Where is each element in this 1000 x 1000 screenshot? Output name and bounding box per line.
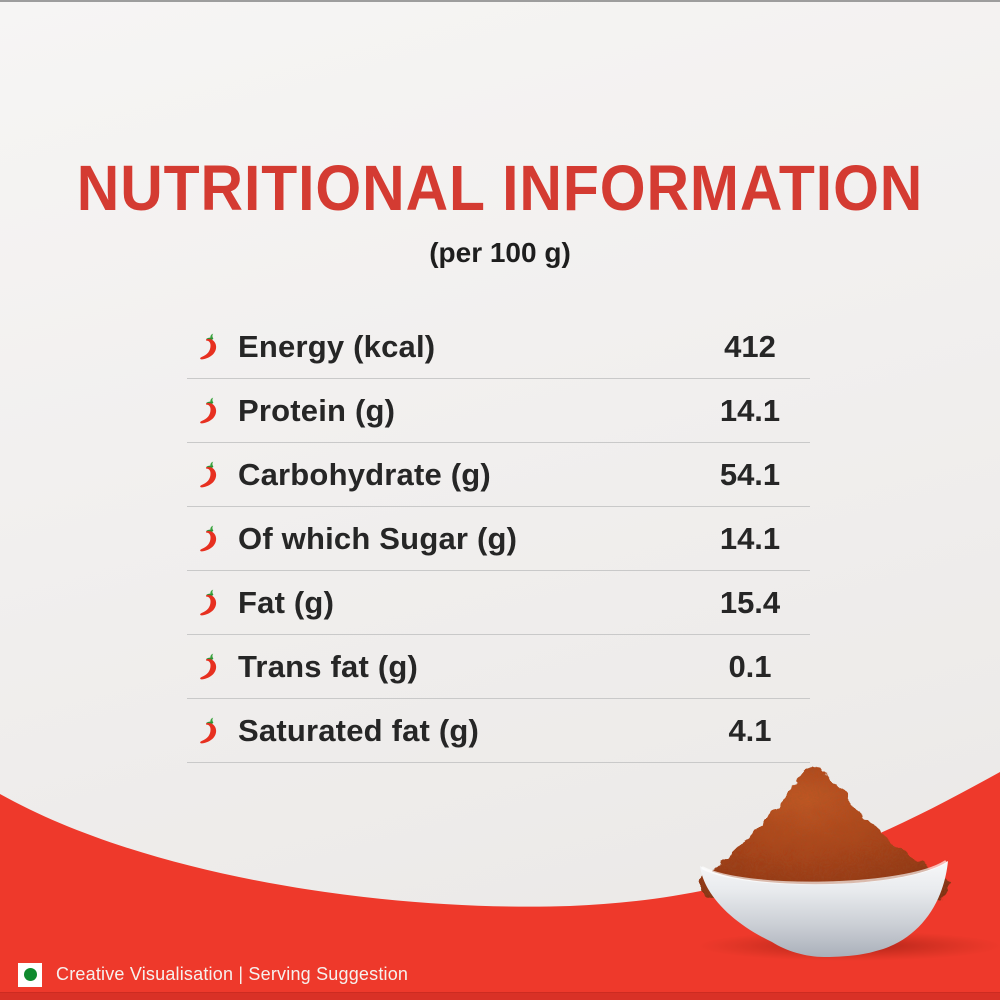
vegetarian-green-dot <box>23 968 37 981</box>
nutrient-value: 54.1 <box>719 456 781 492</box>
chili-pepper-icon <box>200 717 217 744</box>
nutrition-row: Energy (kcal) 412 <box>187 315 810 379</box>
chili-pepper-icon <box>200 397 217 424</box>
footer-bar: Creative Visualisation | Serving Suggest… <box>0 958 1000 1000</box>
footer-disclaimer: Creative Visualisation | Serving Suggest… <box>56 964 409 984</box>
nutrient-label: Energy (kcal) <box>238 328 436 364</box>
nutrient-label: Carbohydrate (g) <box>238 456 491 492</box>
nutrient-value: 412 <box>724 328 776 364</box>
chili-pepper-icon <box>200 589 217 616</box>
nutrient-value: 0.1 <box>728 648 772 684</box>
chili-pepper-icon <box>200 333 217 360</box>
nutrient-label: Trans fat (g) <box>238 648 419 684</box>
white-bowl <box>700 860 948 957</box>
nutrient-value: 15.4 <box>719 584 781 620</box>
nutrition-row: Saturated fat (g) 4.1 <box>187 699 810 763</box>
nutrient-label: Of which Sugar (g) <box>238 520 518 556</box>
nutrient-label: Protein (g) <box>238 392 396 428</box>
page-title: NUTRITIONAL INFORMATION <box>76 152 924 224</box>
vegetarian-mark-icon <box>18 962 42 987</box>
chili-powder-bowl-image <box>698 766 1000 961</box>
nutrition-row: Trans fat (g) 0.1 <box>187 635 810 699</box>
nutrition-row: Of which Sugar (g) 14.1 <box>187 507 810 571</box>
nutrient-label: Saturated fat (g) <box>238 712 480 748</box>
nutrition-row: Carbohydrate (g) 54.1 <box>187 443 810 507</box>
nutrition-table: Energy (kcal) 412 Protein (g) 14.1 Carbo… <box>187 315 810 763</box>
top-edge-line <box>0 0 1000 2</box>
nutrient-value: 14.1 <box>719 392 781 428</box>
nutrient-label: Fat (g) <box>238 584 335 620</box>
chili-powder-mound <box>698 766 951 898</box>
chili-pepper-icon <box>200 653 217 680</box>
nutrient-value: 14.1 <box>719 520 781 556</box>
bottom-edge-strip <box>0 992 1000 1000</box>
nutrient-value: 4.1 <box>728 712 772 748</box>
serving-size-label: (per 100 g) <box>429 237 571 268</box>
nutrition-row: Fat (g) 15.4 <box>187 571 810 635</box>
chili-pepper-icon <box>200 461 217 488</box>
chili-pepper-icon <box>200 525 217 552</box>
nutrition-row: Protein (g) 14.1 <box>187 379 810 443</box>
